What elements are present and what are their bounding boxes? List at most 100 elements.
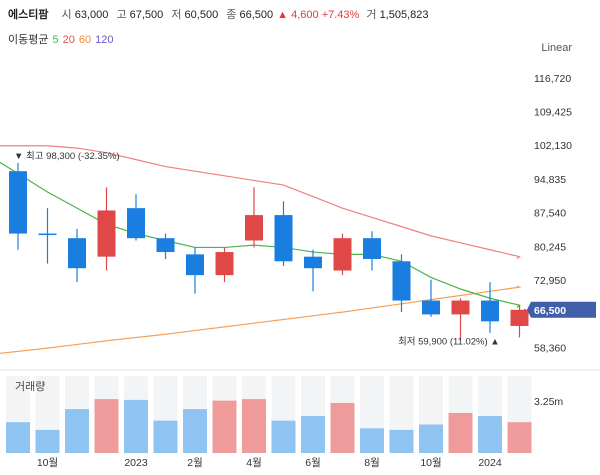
volume-label: 거 [366,9,377,21]
x-tick-label: 2월 [187,457,203,469]
x-tick-label: 2024 [478,457,502,469]
candle-body [38,233,57,236]
candle [422,279,440,317]
last-price-tag-bg [527,301,596,318]
candle [481,282,499,333]
volume-bar [389,429,414,453]
volume-bar [330,402,355,453]
candle-body [422,300,440,315]
x-tick-label: 4월 [246,457,262,469]
moving-average-legend: 이동평균 5 20 60 120 [8,31,117,47]
y-tick-label: 102,130 [534,140,572,152]
volume-bar [448,412,473,453]
ma5-label: 5 [52,34,59,46]
volume-bar [271,420,296,453]
x-tick-label: 8월 [364,457,380,469]
candle-body [156,238,175,253]
volume-bar [507,422,532,453]
ma20-label: 20 [62,34,75,46]
max-price-annotation: ▼ 최고 98,300 (-32.35%) [14,151,120,162]
candle [451,298,470,341]
candle-body [304,256,322,269]
min-price-annotation: 최저 59,900 (11.02%) ▲ [398,336,500,347]
low-label: 저 [171,9,182,21]
y-tick-label: 116,720 [534,73,571,85]
candle [97,187,116,271]
stock-header: 에스티팜 시 63,000 고 67,500 저 60,500 종 66,500… [8,6,430,22]
candle [215,247,234,283]
y-tick-label: 80,245 [534,241,566,253]
high-value: 67,500 [129,9,164,21]
y-tick-label: 58,360 [534,342,566,354]
last-price-tag-label: 66,500 [534,305,566,317]
volume-bar [94,399,119,453]
candle [156,233,175,259]
price-axis: 116,720 109,425 102,130 94,835 87,540 80,245 7… [534,73,572,355]
candle [9,162,27,250]
candle-body [97,210,116,257]
volume-bars: 3.25m [0,369,600,453]
y-tick-label: 87,540 [534,208,566,220]
candle-body [9,171,27,234]
volume-bar [35,429,60,453]
candle-body [481,300,499,322]
time-axis: 10월 2023 2월 4월 6월 8월 10월 2024 [37,457,502,469]
candle-body [127,208,145,239]
stock-name: 에스티팜 [8,9,49,21]
volume-bar [242,399,266,453]
scale-toggle-button[interactable]: Linear [541,42,572,54]
volume-tick-label: 3.25m [534,396,563,408]
candle [127,194,145,241]
volume-bar [419,424,443,453]
last-price-tag: 66,500 [527,301,596,318]
x-tick-label: 10월 [420,457,441,469]
open-value: 63,000 [74,9,109,21]
volume-bar [124,399,148,453]
candle-body [363,238,381,259]
candle-body [274,215,293,262]
x-tick-label: 10월 [37,457,58,469]
candle [304,249,322,292]
volume-bar [478,416,502,453]
candle-body [451,300,470,315]
volume-bar [153,420,178,453]
low-value: 60,500 [184,9,219,21]
ma120-label: 120 [95,34,114,46]
volume-bar [65,409,89,453]
open-label: 시 [61,9,72,21]
close-value: 66,500 [239,9,274,21]
ma5-line [0,161,521,308]
candle-body [215,252,234,276]
candle [245,187,263,248]
change-value: ▲ 4,600 +7.43% [277,9,360,21]
close-label: 종 [226,9,237,21]
candle [274,201,293,266]
volume-bar [6,422,30,453]
moving-average-lines [0,145,522,354]
candle-body [186,254,204,276]
high-label: 고 [116,9,127,21]
ma60-line [0,285,522,354]
x-tick-label: 6월 [305,457,321,469]
candle-body [245,215,263,241]
candle [333,233,352,276]
ma60-label: 60 [78,34,92,46]
candle [392,254,411,313]
volume-bar [301,416,325,453]
ma-legend-title: 이동평균 [8,34,49,46]
candle-body [68,238,86,269]
volume-value: 1,505,823 [379,9,429,21]
y-tick-label: 72,950 [534,275,566,287]
volume-panel-title: 거래량 [15,381,46,393]
volume-bar [183,409,207,453]
candlesticks [9,162,529,341]
volume-bar [212,400,237,453]
candle [68,228,86,283]
candle-body [392,261,411,301]
candle-body [333,238,352,271]
candle [510,305,529,338]
annotations: ▼ 최고 98,300 (-32.35%) 최저 59,900 (11.02%) … [14,151,596,347]
candle-body [510,309,529,326]
ma20-line [0,145,521,260]
